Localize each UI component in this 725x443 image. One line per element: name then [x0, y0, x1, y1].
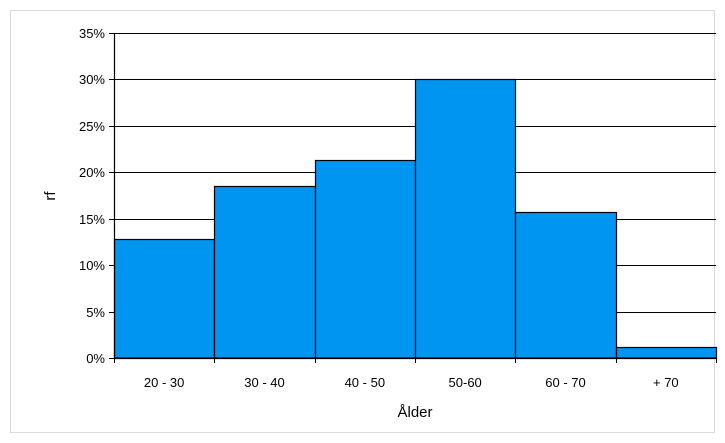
bar: [414, 78, 517, 359]
x-tick-label: + 70: [653, 375, 679, 390]
y-tick-label: 35%: [79, 26, 105, 41]
x-tick-label: 40 - 50: [345, 375, 385, 390]
x-tick-label: 20 - 30: [144, 375, 184, 390]
x-tick-label: 60 - 70: [545, 375, 585, 390]
bar: [113, 238, 216, 359]
bar: [615, 346, 718, 359]
x-tick-label: 50-60: [449, 375, 482, 390]
y-tick-label: 10%: [79, 258, 105, 273]
x-tick-label: 30 - 40: [244, 375, 284, 390]
bar: [213, 185, 317, 359]
y-tick-label: 15%: [79, 212, 105, 227]
y-tick-label: 25%: [79, 119, 105, 134]
y-tick-label: 30%: [79, 72, 105, 87]
y-tick-label: 5%: [86, 305, 105, 320]
y-tick-label: 20%: [79, 165, 105, 180]
bar: [314, 159, 417, 359]
x-axis-title: Ålder: [397, 404, 432, 421]
y-tick-labels: 0% 5% 10% 15% 20% 25% 30% 35%: [79, 26, 105, 366]
x-tick-labels: 20 - 30 30 - 40 40 - 50 50-60 60 - 70 + 70: [114, 358, 717, 390]
bars: [113, 78, 718, 359]
bar: [514, 211, 618, 359]
y-tick-label: 0%: [86, 351, 105, 366]
y-axis-title: rf: [42, 191, 59, 201]
